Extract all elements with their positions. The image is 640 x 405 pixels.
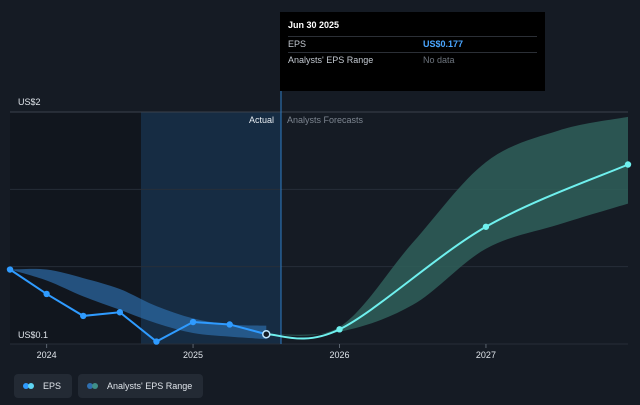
legend-item-eps[interactable]: EPS (14, 374, 73, 398)
eps-forecast-point (482, 223, 490, 230)
tooltip-row-range: Analysts' EPS Range No data (288, 52, 537, 68)
legend-item-eps-range[interactable]: Analysts' EPS Range (78, 374, 204, 398)
eps-selected-point (262, 329, 271, 339)
eps-point (6, 266, 14, 273)
eps-point (226, 321, 233, 328)
legend-eps-label: EPS (43, 381, 62, 391)
x-tick-label: 2025 (183, 350, 203, 360)
tooltip-range-label: Analysts' EPS Range (288, 55, 374, 65)
eps-actual-line (9, 268, 267, 343)
eps-forecast-point (624, 161, 632, 168)
actual-period-highlight (141, 112, 281, 344)
x-tick-label: 2024 (37, 350, 57, 360)
eps-points (6, 161, 632, 345)
tooltip-date: Jun 30 2025 (288, 20, 340, 30)
x-tick-label: 2026 (329, 350, 349, 360)
eps-point (80, 312, 87, 320)
eps-forecast-point (336, 326, 343, 333)
eps-point (43, 290, 50, 298)
tooltip: Jun 30 2025 EPS US$0.177 Analysts' EPS R… (280, 12, 545, 91)
eps-range-band (10, 268, 267, 340)
grid-lines (10, 111, 628, 345)
eps-forecast-line (266, 163, 629, 340)
x-axis-ticks: 2024 2025 2026 2027 (37, 344, 496, 360)
tooltip-eps-label: EPS (288, 39, 307, 49)
x-tick-label: 2027 (476, 350, 496, 360)
tooltip-eps-value: US$0.177 (423, 39, 464, 49)
eps-point (116, 309, 124, 316)
eps-point (153, 338, 160, 345)
eps-range-band (266, 116, 628, 336)
legend-range-label: Analysts' EPS Range (107, 381, 193, 391)
eps-range-bands (10, 116, 628, 340)
tooltip-range-value: No data (423, 55, 455, 65)
region-label-actual: Actual (249, 115, 274, 125)
legend: EPS Analysts' EPS Range (14, 374, 204, 398)
region-label-forecast: Analysts Forecasts (287, 115, 364, 125)
legend-range-swatch-icon (87, 382, 101, 390)
y-tick-label-bottom: US$0.1 (18, 330, 48, 340)
y-tick-label-top: US$2 (18, 97, 41, 107)
legend-eps-swatch-icon (23, 382, 37, 390)
eps-point (189, 318, 197, 326)
eps-lines (9, 163, 629, 343)
tooltip-row-eps: EPS US$0.177 (288, 36, 537, 52)
